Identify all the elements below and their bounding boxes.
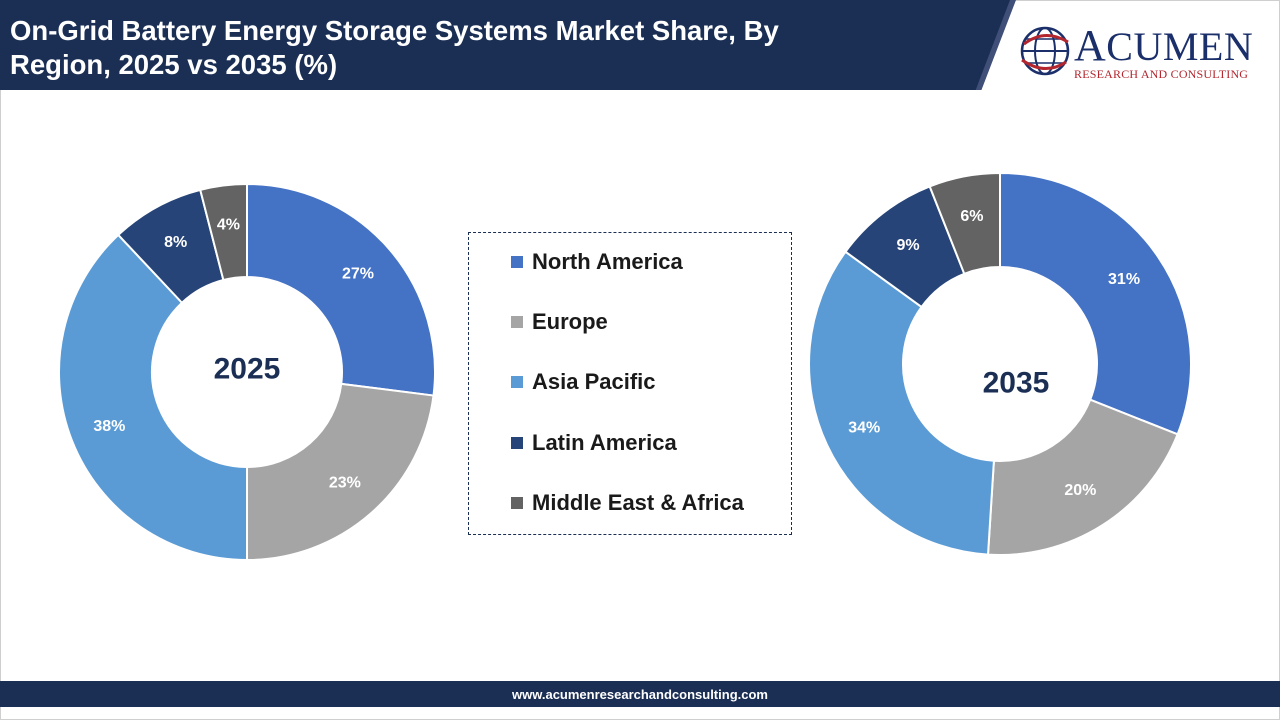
data-label-2035-north-america: 31% [1108,271,1140,288]
acumen-logo: ACUMEN RESEARCH AND CONSULTING [1014,22,1274,82]
donut-chart-2025: 27% 23% 38% 8% 4% 2025 [58,182,436,562]
logo-wordmark-rest: CUMEN [1106,24,1254,69]
footer-website-link[interactable]: www.acumenresearchandconsulting.com [512,686,768,702]
data-label-2025-latin-america: 8% [164,234,187,251]
legend-item-north-america: North America [511,247,683,277]
legend-swatch-asia-pacific [511,376,523,388]
center-label-2025: 2025 [214,353,281,386]
logo-wordmark: ACUMEN [1074,24,1253,69]
data-label-2035-middle-east-africa: 6% [960,208,983,225]
data-label-2025-north-america: 27% [342,266,374,283]
data-label-2025-asia-pacific: 38% [93,418,125,435]
legend-item-asia-pacific: Asia Pacific [511,367,656,397]
title-banner [0,0,1010,90]
data-label-2035-latin-america: 9% [897,237,920,254]
footer-bar: www.acumenresearchandconsulting.com [0,681,1280,707]
chart-title-line-2: Region, 2025 vs 2035 (%) [10,49,338,80]
slice-2025-north-america [246,182,436,397]
chart-title: On-Grid Battery Energy Storage Systems M… [10,14,970,82]
data-label-2035-europe: 20% [1064,482,1096,499]
legend-label-middle-east-africa: Middle East & Africa [532,490,744,515]
legend-swatch-latin-america [511,437,523,449]
center-label-2035: 2035 [983,367,1050,400]
data-label-2025-europe: 23% [329,475,361,492]
chart-title-line-1: On-Grid Battery Energy Storage Systems M… [10,15,779,46]
donut-chart-2035: 31% 20% 34% 9% 6% 2035 [808,171,1192,556]
legend-swatch-north-america [511,256,523,268]
data-label-2025-middle-east-africa: 4% [217,217,240,234]
slice-2035-asia-pacific [808,250,995,556]
legend-item-middle-east-africa: Middle East & Africa [511,488,744,518]
legend: North America Europe Asia Pacific Latin … [468,232,792,535]
legend-label-latin-america: Latin America [532,430,677,455]
logo-tagline: RESEARCH AND CONSULTING [1074,67,1249,81]
slice-2035-europe [986,398,1179,556]
legend-swatch-middle-east-africa [511,497,523,509]
legend-swatch-europe [511,316,523,328]
legend-label-europe: Europe [532,309,608,334]
legend-label-north-america: North America [532,249,683,274]
logo-wordmark-initial: A [1074,21,1107,70]
slice-2025-middle-east-africa [199,182,248,282]
globe-icon [1020,26,1070,76]
slice-2035-middle-east-africa [928,171,1001,276]
data-label-2035-asia-pacific: 34% [848,419,880,436]
slice-2035-north-america [999,171,1192,436]
slice-2025-europe [246,382,435,562]
slice-2025-asia-pacific [58,233,248,562]
legend-item-europe: Europe [511,307,608,337]
legend-label-asia-pacific: Asia Pacific [532,369,656,394]
legend-item-latin-america: Latin America [511,428,677,458]
